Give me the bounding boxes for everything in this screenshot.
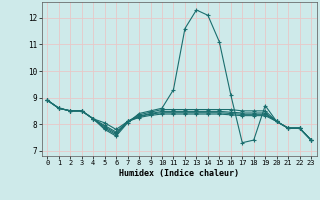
X-axis label: Humidex (Indice chaleur): Humidex (Indice chaleur) — [119, 169, 239, 178]
